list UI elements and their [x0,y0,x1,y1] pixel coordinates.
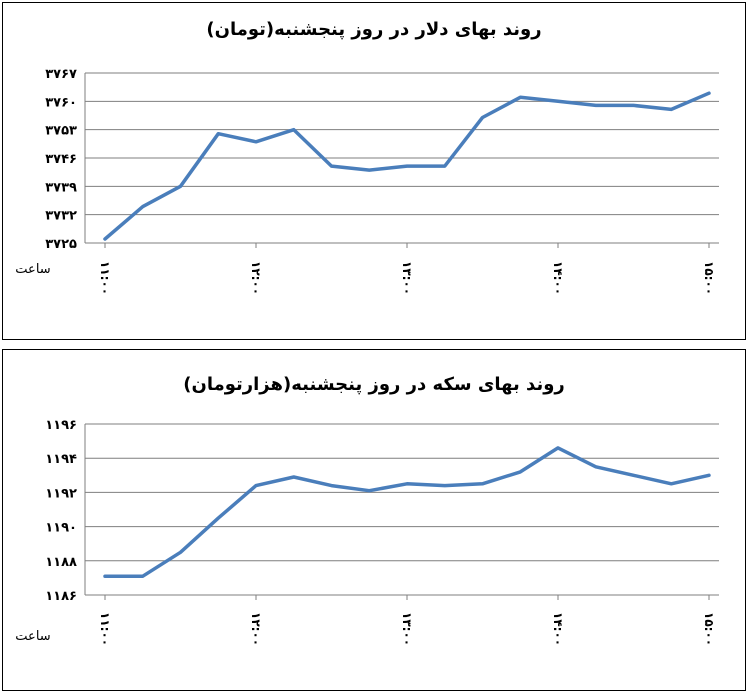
y-tick-label: ۱۱۹۴ [45,452,77,467]
x-tick-label: ۱۵:۰۰ [702,612,716,646]
x-tick-label: ۱۳:۰۰ [400,261,414,295]
series-line [103,446,711,578]
y-tick-label: ۳۷۶۷ [45,67,77,82]
y-tick-label: ۳۷۶۰ [45,95,77,110]
y-tick-label: ۳۷۲۵ [45,237,77,252]
x-axis-label: ساعت [15,262,50,277]
y-tick-label: ۱۱۸۸ [45,555,77,570]
dollar-chart-panel: روند بهای دلار در روز پنجشنبه(تومان) ۳۷۶… [2,2,746,340]
chart-title: روند بهای دلار در روز پنجشنبه(تومان) [206,19,542,40]
chart-title: روند بهای سکه در روز پنجشنبه(هزارتومان) [183,374,565,395]
y-tick-label: ۱۱۸۶ [45,589,77,604]
y-tick-label: ۳۷۴۶ [45,152,77,167]
x-tick-label: ۱۴:۰۰ [551,612,565,646]
x-axis-label: ساعت [15,629,50,644]
x-tick-label: ۱۵:۰۰ [702,261,716,295]
coin-line-chart: ۱۱۹۶ ۱۱۹۴ ۱۱۹۲ ۱۱۹۰ ۱۱۸۸ ۱۱۸۶ ۱۱:۰۰ ۱۲:۰۰ ۱۳:۰۰ ۱… [15,418,719,646]
x-tick-label: ۱۴:۰۰ [551,261,565,295]
y-tick-label: ۳۷۳۹ [45,180,77,195]
coin-chart-panel: روند بهای سکه در روز پنجشنبه(هزارتومان) … [2,349,746,691]
y-tick-label: ۳۷۵۳ [45,124,77,139]
x-tick-label: ۱۱:۰۰ [98,261,112,295]
y-tick-label: ۱۱۹۶ [45,418,77,433]
x-tick-label: ۱۱:۰۰ [98,612,112,646]
y-tick-label: ۱۱۹۲ [45,486,77,501]
y-tick-label: ۳۷۳۲ [45,209,77,224]
x-tick-label: ۱۲:۰۰ [249,612,263,646]
y-tick-label: ۱۱۹۰ [45,521,77,536]
x-tick-label: ۱۲:۰۰ [249,261,263,295]
x-tick-label: ۱۳:۰۰ [400,612,414,646]
dollar-line-chart: ۳۷۶۷ ۳۷۶۰ ۳۷۵۳ ۳۷۴۶ ۳۷۳۹ ۳۷۳۲ ۳۷۲۵ ۱۱:۰۰ ۱۲:۰۰ ۱۳… [15,67,719,295]
